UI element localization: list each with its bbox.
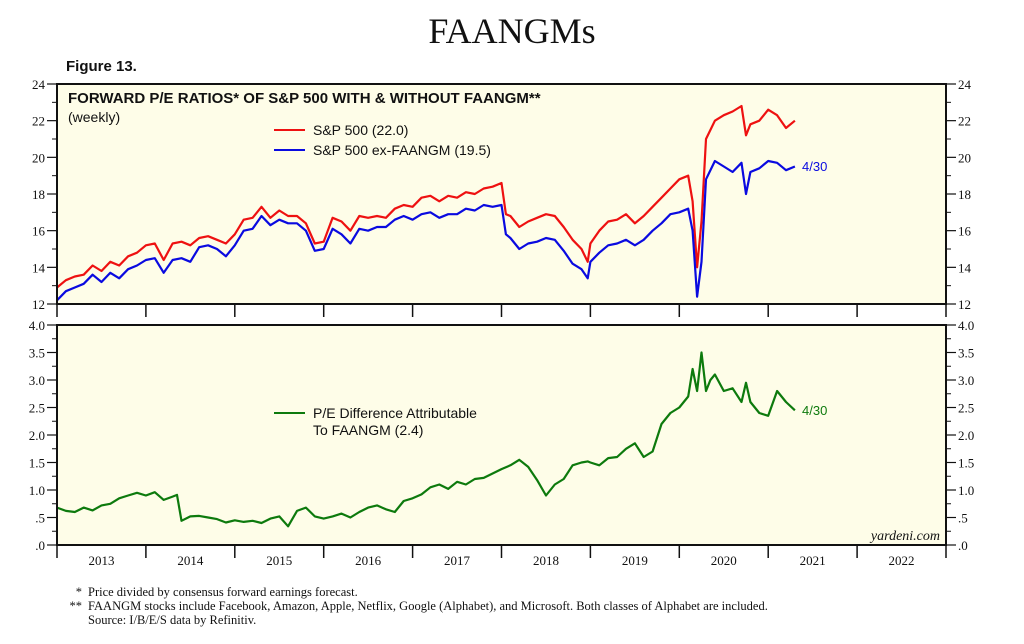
y-tick-label-left: 1.0 (29, 483, 45, 498)
x-tick-label: 2015 (266, 553, 292, 568)
plot-frame (56, 324, 947, 546)
x-tick-label: 2013 (88, 553, 114, 568)
footnote-text: FAANGM stocks include Facebook, Amazon, … (88, 599, 768, 613)
y-tick-label-right: 2.5 (958, 401, 974, 416)
y-tick-label-right: .5 (958, 511, 968, 526)
bottom-end-annotation: 4/30 (802, 403, 827, 418)
y-tick-label-right: .0 (958, 538, 968, 553)
x-tick-label: 2017 (444, 553, 471, 568)
x-tick-label: 2018 (533, 553, 559, 568)
y-tick-label-left: 3.0 (29, 373, 45, 388)
x-tick-label: 2021 (800, 553, 826, 568)
y-tick-label-right: 22 (958, 114, 971, 129)
y-tick-label-right: 3.5 (958, 346, 974, 361)
y-tick-label-left: 24 (32, 77, 46, 92)
top-chart-title: FORWARD P/E RATIOS* OF S&P 500 WITH & WI… (68, 90, 541, 107)
legend-label-sp500: S&P 500 (22.0) (313, 122, 408, 138)
footnote-3: Source: I/B/E/S data by Refinitiv. (58, 613, 256, 627)
y-tick-label-right: 3.0 (958, 373, 974, 388)
y-tick-label-left: 22 (32, 114, 45, 129)
legend-label-difference-line1: P/E Difference Attributable (313, 405, 477, 421)
footnote-text: Price divided by consensus forward earni… (88, 585, 358, 599)
series-line-difference (56, 351, 796, 528)
x-tick-label: 2022 (889, 553, 915, 568)
y-tick-label-left: 16 (32, 224, 46, 239)
y-tick-label-right: 1.5 (958, 456, 974, 471)
y-tick-label-left: 20 (32, 150, 45, 165)
y-tick-label-right: 14 (958, 260, 972, 275)
series-line-ex_faangm (56, 159, 796, 302)
footnote-text: Source: I/B/E/S data by Refinitiv. (88, 613, 257, 627)
y-tick-label-left: 14 (32, 260, 46, 275)
legend-label-difference-line2: To FAANGM (2.4) (313, 422, 423, 438)
top-chart-subtitle: (weekly) (68, 109, 120, 125)
footnote-2: ** FAANGM stocks include Facebook, Amazon… (58, 599, 768, 613)
y-tick-label-left: .0 (35, 538, 45, 553)
y-tick-label-right: 20 (958, 150, 971, 165)
figure-label: Figure 13. (66, 58, 137, 75)
y-tick-label-right: 2.0 (958, 428, 974, 443)
y-tick-label-left: 2.0 (29, 428, 45, 443)
y-tick-label-right: 4.0 (958, 318, 974, 333)
y-tick-label-left: 12 (32, 297, 45, 312)
y-tick-label-left: 3.5 (29, 346, 45, 361)
plot-area (57, 84, 946, 304)
y-tick-label-left: .5 (35, 511, 45, 526)
y-tick-label-right: 1.0 (958, 483, 974, 498)
top-end-annotation: 4/30 (802, 159, 827, 174)
plot-area (57, 325, 946, 545)
top-panel: 12 12 14 14 16 16 18 18 20 20 22 22 24 24 (32, 77, 972, 317)
y-tick-label-left: 2.5 (29, 401, 45, 416)
y-tick-label-left: 4.0 (29, 318, 45, 333)
y-tick-label-right: 24 (958, 77, 972, 92)
y-tick-label-right: 16 (958, 224, 972, 239)
y-tick-label-left: 1.5 (29, 456, 45, 471)
series-line-sp500 (56, 104, 796, 289)
x-tick-label: 2014 (177, 553, 204, 568)
footnote-mark: * (75, 585, 82, 599)
y-tick-label-right: 12 (958, 297, 971, 312)
bottom-panel: .0 .0 .5 .5 1.0 1.0 1.5 1.5 2.0 2.0 2.5 2.5 3.0 3.0 3.… (29, 318, 975, 568)
x-tick-label: 2019 (622, 553, 648, 568)
y-tick-label-left: 18 (32, 187, 45, 202)
footnote-mark: ** (69, 599, 83, 613)
legend-label-ex-faangm: S&P 500 ex-FAANGM (19.5) (313, 142, 491, 158)
page-title: FAANGMs (428, 11, 596, 51)
x-tick-label: 2020 (711, 553, 737, 568)
plot-frame (56, 83, 947, 305)
watermark: yardeni.com (869, 529, 940, 544)
y-tick-label-right: 18 (958, 187, 971, 202)
x-tick-label: 2016 (355, 553, 382, 568)
footnote-1: * Price divided by consensus forward earn… (58, 585, 358, 599)
